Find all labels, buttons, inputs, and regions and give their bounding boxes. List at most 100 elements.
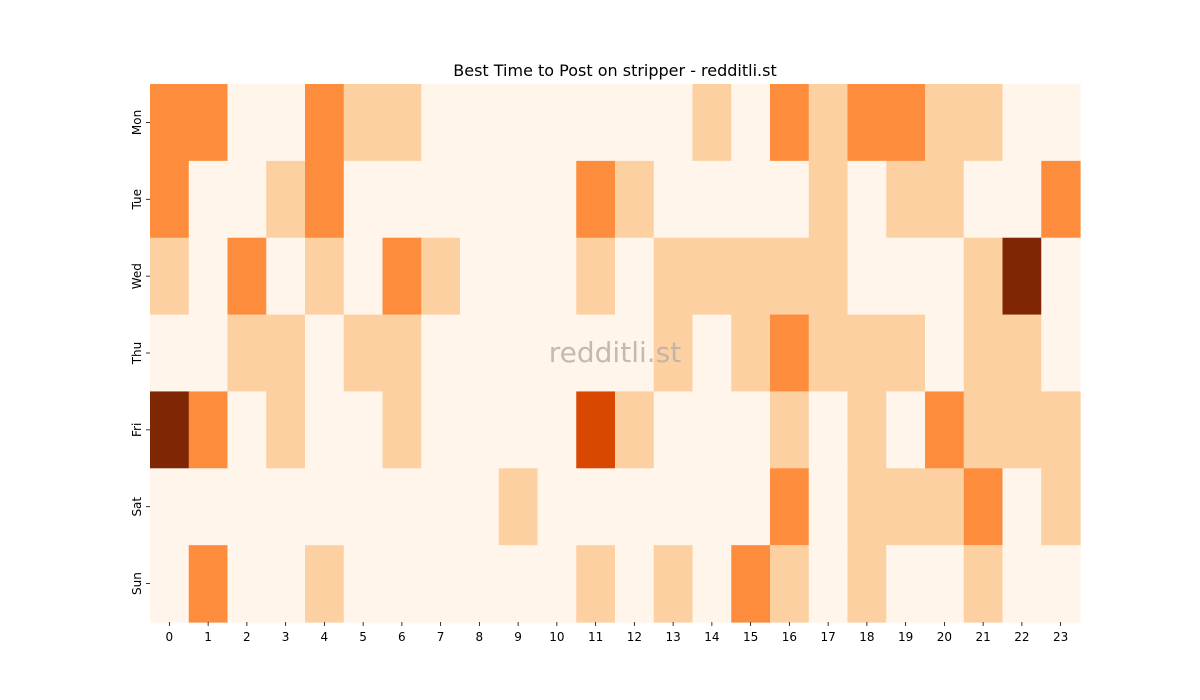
heatmap-cell-tue-20	[925, 160, 965, 239]
heatmap-cells	[150, 84, 1081, 623]
heatmap-cell-wed-7	[421, 237, 461, 316]
heatmap-cell-sat-18	[847, 468, 887, 546]
heatmap-cell-sat-6	[382, 468, 422, 546]
heatmap-cell-tue-15	[731, 160, 771, 239]
heatmap-cell-fri-10	[537, 391, 577, 469]
heatmap-cell-fri-13	[653, 391, 694, 469]
heatmap-cell-thu-3	[266, 314, 306, 393]
y-tick-label: Fri	[130, 423, 144, 437]
heatmap-cell-sun-17	[808, 545, 849, 623]
heatmap-cell-sun-4	[305, 545, 345, 623]
heatmap-cell-thu-2	[227, 314, 267, 393]
y-tick-label: Thu	[130, 342, 144, 366]
y-axis-ticks: Mon Tue Wed Thu Fri Sat Sun	[130, 110, 150, 595]
x-tick-label: 23	[1053, 630, 1068, 644]
watermark-text: redditli.st	[549, 336, 681, 369]
heatmap-cell-sat-1	[188, 468, 229, 546]
heatmap-cell-mon-5	[343, 84, 384, 162]
x-tick-label: 8	[476, 630, 484, 644]
heatmap-cell-mon-1	[188, 84, 229, 162]
heatmap-cell-sun-7	[421, 545, 461, 623]
heatmap-cell-wed-21	[963, 237, 1004, 316]
heatmap-cell-thu-6	[382, 314, 422, 393]
x-tick-label: 20	[937, 630, 952, 644]
chart-title: Best Time to Post on stripper - redditli…	[453, 61, 776, 80]
heatmap-cell-wed-5	[343, 237, 384, 316]
x-tick-label: 0	[166, 630, 174, 644]
heatmap-cell-tue-9	[498, 160, 539, 239]
heatmap-cell-fri-22	[1002, 391, 1042, 469]
heatmap-cell-thu-14	[692, 314, 732, 393]
x-tick-label: 3	[282, 630, 290, 644]
x-tick-label: 1	[204, 630, 212, 644]
heatmap-cell-sun-1	[188, 545, 229, 623]
heatmap-cell-sun-15	[731, 545, 771, 623]
heatmap-cell-tue-14	[692, 160, 732, 239]
heatmap-cell-tue-12	[615, 160, 655, 239]
heatmap-cell-sun-12	[615, 545, 655, 623]
heatmap-cell-fri-9	[498, 391, 539, 469]
heatmap-cell-thu-13	[653, 314, 694, 393]
x-tick-label: 12	[627, 630, 642, 644]
heatmap-cell-thu-19	[886, 314, 926, 393]
heatmap-cell-sun-18	[847, 545, 887, 623]
heatmap-cell-sat-20	[925, 468, 965, 546]
heatmap-cell-thu-11	[576, 314, 616, 393]
heatmap-cell-mon-16	[770, 84, 810, 162]
heatmap-cell-fri-12	[615, 391, 655, 469]
heatmap-cell-wed-14	[692, 237, 732, 316]
heatmap-cell-tue-11	[576, 160, 616, 239]
heatmap-cell-thu-20	[925, 314, 965, 393]
heatmap-cell-fri-8	[460, 391, 500, 469]
heatmap-cell-wed-12	[615, 237, 655, 316]
x-tick-label: 5	[359, 630, 367, 644]
heatmap-cell-thu-12	[615, 314, 655, 393]
heatmap-cell-mon-9	[498, 84, 539, 162]
heatmap-cell-sat-21	[963, 468, 1004, 546]
heatmap-cell-wed-19	[886, 237, 926, 316]
heatmap-cell-sun-8	[460, 545, 500, 623]
heatmap-cell-sat-15	[731, 468, 771, 546]
x-axis-ticks: 0 1 2 3 4 5 6 7 8 9 10 11 12 13 14 15 16 17 18 19 20 21 22 23	[166, 622, 1068, 644]
heatmap-cell-fri-21	[963, 391, 1004, 469]
heatmap-cell-sat-23	[1041, 468, 1081, 546]
heatmap-cell-wed-0	[150, 237, 190, 316]
heatmap-cell-wed-11	[576, 237, 616, 316]
heatmap-cell-wed-15	[731, 237, 771, 316]
heatmap-cell-sun-10	[537, 545, 577, 623]
heatmap-cell-sun-5	[343, 545, 384, 623]
heatmap-cell-tue-3	[266, 160, 306, 239]
heatmap-cell-mon-11	[576, 84, 616, 162]
heatmap-cell-tue-13	[653, 160, 694, 239]
heatmap-cell-wed-16	[770, 237, 810, 316]
heatmap-cell-mon-14	[692, 84, 732, 162]
heatmap-cell-mon-6	[382, 84, 422, 162]
heatmap-cell-sat-2	[227, 468, 267, 546]
heatmap-cell-mon-20	[925, 84, 965, 162]
heatmap-cell-thu-22	[1002, 314, 1042, 393]
y-tick-label: Wed	[130, 263, 144, 289]
heatmap-cell-sat-9	[498, 468, 539, 546]
heatmap-cell-sat-22	[1002, 468, 1042, 546]
heatmap-cell-sat-5	[343, 468, 384, 546]
heatmap-cell-tue-22	[1002, 160, 1042, 239]
heatmap-cell-wed-9	[498, 237, 539, 316]
heatmap-cell-fri-6	[382, 391, 422, 469]
heatmap-cell-sat-11	[576, 468, 616, 546]
heatmap-cell-thu-5	[343, 314, 384, 393]
x-tick-label: 18	[859, 630, 874, 644]
heatmap-cell-sun-11	[576, 545, 616, 623]
heatmap-cell-tue-21	[963, 160, 1004, 239]
heatmap-cell-thu-7	[421, 314, 461, 393]
heatmap-cell-tue-19	[886, 160, 926, 239]
x-tick-label: 10	[549, 630, 564, 644]
heatmap-cell-fri-2	[227, 391, 267, 469]
heatmap-cell-sun-20	[925, 545, 965, 623]
heatmap-cell-fri-20	[925, 391, 965, 469]
heatmap-cell-thu-8	[460, 314, 500, 393]
heatmap-cell-fri-3	[266, 391, 306, 469]
heatmap-cell-sat-12	[615, 468, 655, 546]
heatmap-cell-wed-10	[537, 237, 577, 316]
